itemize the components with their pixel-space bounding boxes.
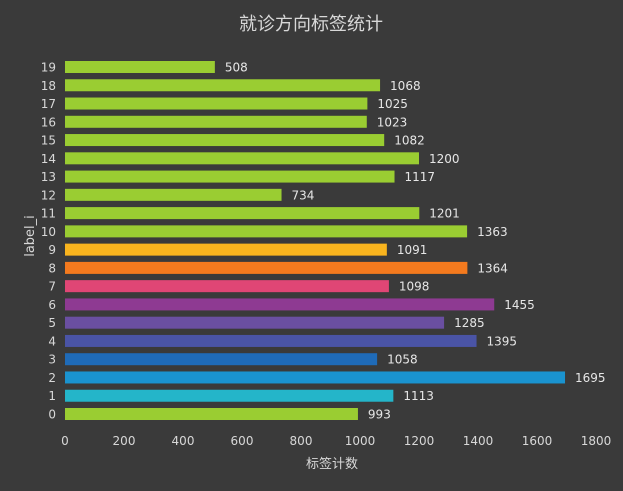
bar-3 [65, 353, 378, 366]
y-tick-label-16: 16 [41, 115, 56, 129]
x-tick-labels: 0 200 400 600 800 1000 1200 1400 1600 1800 [61, 434, 611, 448]
bar-1 [65, 389, 394, 402]
x-tick-label-0: 0 [61, 434, 69, 448]
value-label-5: 1285 [454, 316, 485, 330]
bar-16 [65, 115, 367, 128]
bar-17 [65, 97, 368, 110]
chart-title: 就诊方向标签统计 [239, 14, 383, 35]
value-label-16: 1023 [377, 115, 408, 129]
y-tick-label-12: 12 [41, 188, 56, 202]
x-tick-label-1200: 1200 [404, 434, 435, 448]
bar-14 [65, 152, 419, 165]
value-label-13: 1117 [405, 170, 436, 184]
value-label-6: 1455 [504, 298, 535, 312]
y-tick-label-15: 15 [41, 134, 56, 148]
value-label-18: 1068 [390, 79, 421, 93]
y-tick-label-13: 13 [41, 170, 56, 184]
value-label-2: 1695 [575, 371, 606, 385]
bar-12 [65, 188, 282, 201]
bar-11 [65, 207, 420, 220]
bar-13 [65, 170, 395, 183]
value-label-15: 1082 [394, 134, 425, 148]
y-tick-label-17: 17 [41, 97, 56, 111]
bar-18 [65, 79, 381, 92]
value-label-19: 508 [225, 61, 248, 75]
y-tick-label-8: 8 [48, 261, 56, 275]
x-tick-label-200: 200 [113, 434, 136, 448]
y-tick-label-10: 10 [41, 225, 56, 239]
x-tick-label-400: 400 [172, 434, 195, 448]
y-tick-label-5: 5 [48, 316, 56, 330]
value-label-14: 1200 [429, 152, 460, 166]
bar-6 [65, 298, 495, 311]
y-tick-label-11: 11 [41, 207, 56, 221]
y-tick-label-9: 9 [48, 243, 56, 257]
x-axis-label: 标签计数 [306, 456, 358, 472]
value-label-11: 1201 [429, 207, 460, 221]
value-label-7: 1098 [399, 280, 430, 294]
bar-4 [65, 334, 477, 347]
x-tick-label-1400: 1400 [463, 434, 494, 448]
value-label-12: 734 [292, 188, 315, 202]
y-tick-label-2: 2 [48, 371, 56, 385]
value-label-8: 1364 [477, 261, 508, 275]
bar-0 [65, 408, 358, 420]
y-tick-label-6: 6 [48, 298, 56, 312]
x-tick-label-1600: 1600 [522, 434, 553, 448]
bars-group [65, 61, 566, 420]
bar-15 [65, 134, 385, 147]
y-tick-label-18: 18 [41, 79, 56, 93]
bar-9 [65, 243, 387, 256]
y-axis-label: label_i [23, 215, 38, 257]
y-tick-label-19: 19 [41, 61, 56, 75]
y-tick-label-0: 0 [48, 408, 56, 422]
bar-8 [65, 261, 468, 274]
y-tick-label-7: 7 [48, 280, 56, 294]
bar-7 [65, 280, 389, 293]
value-label-1: 1113 [403, 389, 434, 403]
x-tick-label-800: 800 [290, 434, 313, 448]
value-label-17: 1025 [377, 97, 408, 111]
value-label-4: 1395 [487, 334, 518, 348]
bar-2 [65, 371, 566, 384]
y-tick-label-3: 3 [48, 353, 56, 367]
value-label-3: 1058 [387, 353, 418, 367]
y-tick-label-4: 4 [48, 334, 56, 348]
bar-19 [65, 61, 215, 73]
value-label-9: 1091 [397, 243, 428, 257]
value-label-10: 1363 [477, 225, 508, 239]
x-tick-label-600: 600 [231, 434, 254, 448]
x-tick-label-1800: 1800 [581, 434, 612, 448]
x-tick-label-1000: 1000 [345, 434, 376, 448]
bar-10 [65, 225, 468, 238]
value-label-0: 993 [368, 408, 391, 422]
y-tick-label-1: 1 [48, 389, 56, 403]
y-tick-label-14: 14 [41, 152, 56, 166]
bar-5 [65, 316, 445, 329]
